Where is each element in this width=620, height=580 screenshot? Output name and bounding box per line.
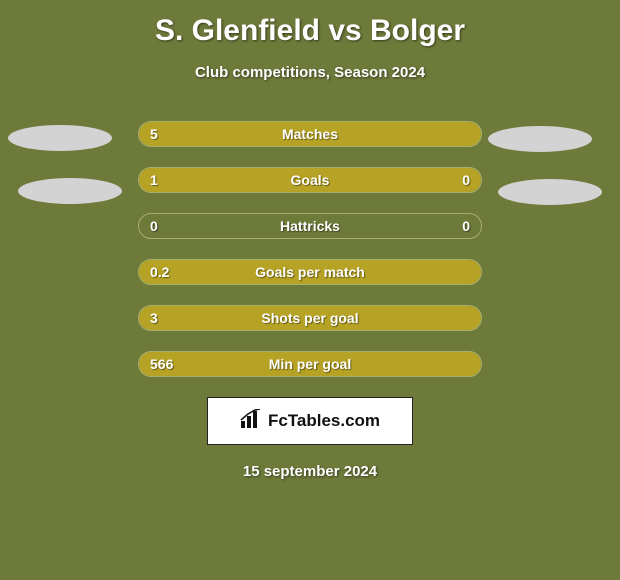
stat-value-left: 566 (150, 351, 173, 377)
bar-track (138, 351, 482, 377)
brand-text: FcTables.com (268, 411, 380, 431)
stat-value-left: 0.2 (150, 259, 169, 285)
stat-row: Min per goal566 (138, 351, 482, 377)
bar-track (138, 121, 482, 147)
bar-track (138, 167, 482, 193)
date-label: 15 september 2024 (0, 463, 620, 480)
comparison-bars: Matches5Goals10Hattricks00Goals per matc… (138, 121, 482, 377)
stat-row: Matches5 (138, 121, 482, 147)
bar-fill-left (139, 306, 481, 330)
page-title: S. Glenfield vs Bolger (0, 0, 620, 48)
stat-value-left: 0 (150, 213, 158, 239)
bar-track (138, 305, 482, 331)
stat-value-left: 5 (150, 121, 158, 147)
stat-value-right: 0 (462, 213, 470, 239)
bar-fill-left (139, 168, 399, 192)
decorative-ellipse (8, 125, 112, 151)
stat-row: Goals per match0.2 (138, 259, 482, 285)
bar-fill-left (139, 260, 481, 284)
brand-badge: FcTables.com (207, 397, 413, 445)
stat-row: Shots per goal3 (138, 305, 482, 331)
subtitle: Club competitions, Season 2024 (0, 64, 620, 81)
stat-value-right: 0 (462, 167, 470, 193)
bar-track (138, 213, 482, 239)
bar-track (138, 259, 482, 285)
brand-icon (240, 409, 262, 434)
stat-row: Hattricks00 (138, 213, 482, 239)
decorative-ellipse (498, 179, 602, 205)
decorative-ellipse (488, 126, 592, 152)
stat-value-left: 1 (150, 167, 158, 193)
bar-fill-left (139, 352, 481, 376)
decorative-ellipse (18, 178, 122, 204)
stat-row: Goals10 (138, 167, 482, 193)
stat-value-left: 3 (150, 305, 158, 331)
bar-fill-left (139, 122, 481, 146)
